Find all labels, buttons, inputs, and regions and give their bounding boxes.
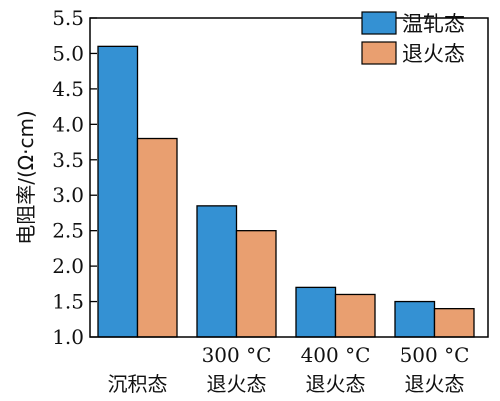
bars-layer	[97, 45, 475, 338]
bar-1-2	[334, 293, 376, 338]
y-tick-label: 1.5	[52, 290, 84, 314]
bar-0-0	[97, 45, 139, 338]
x-tick-label: 沉积态	[108, 372, 168, 396]
x-tick-label: 退火态	[405, 372, 465, 396]
bar-0-1	[196, 205, 238, 338]
x-tick-label: 退火态	[207, 372, 267, 396]
legend-label-0: 温轧态	[402, 12, 465, 36]
bar-1-3	[433, 307, 475, 338]
y-tick-label: 3.5	[52, 148, 84, 172]
y-tick-label: 3.0	[52, 183, 84, 207]
y-tick-label: 2.0	[52, 254, 84, 278]
y-tick-label: 5.5	[52, 6, 84, 30]
y-tick-label: 4.5	[52, 77, 84, 101]
x-tick-label: 退火态	[306, 372, 366, 396]
bar-1-1	[235, 230, 277, 338]
x-tick-label: 500 °C	[400, 343, 470, 367]
legend-label-1: 退火态	[402, 42, 465, 66]
bar-0-3	[394, 300, 436, 338]
legend-swatch-0	[361, 11, 397, 35]
y-tick-label: 5.0	[52, 41, 84, 65]
y-tick-label: 2.5	[52, 219, 84, 243]
frame-layer	[89, 17, 489, 338]
x-tick-label: 300 °C	[202, 343, 272, 367]
y-tick-label: 1.0	[52, 325, 84, 349]
axis-layer: 1.0 1.5 2.0 2.5 3.0 3.5 4.0 4.5 5.0 5.5 沉积态 300 °C 退…	[52, 6, 469, 396]
legend-swatch-1	[361, 41, 397, 65]
bar-0-2	[295, 286, 337, 338]
bar-1-0	[136, 137, 178, 338]
plot-frame	[89, 17, 489, 338]
x-tick-label: 400 °C	[301, 343, 371, 367]
y-tick-label: 4.0	[52, 112, 84, 136]
y-axis-title: 电阻率/(Ω·cm)	[14, 110, 38, 244]
